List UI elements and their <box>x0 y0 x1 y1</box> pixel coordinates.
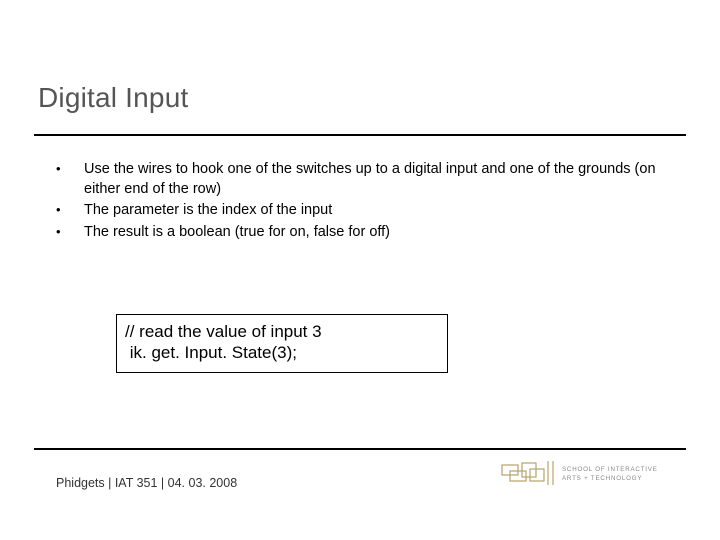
bullet-icon: • <box>56 160 84 178</box>
code-line: // read the value of input 3 <box>125 321 439 342</box>
bullet-text: Use the wires to hook one of the switche… <box>84 160 664 199</box>
code-line: ik. get. Input. State(3); <box>125 342 439 363</box>
bullet-text: The parameter is the index of the input <box>84 201 664 221</box>
logo-text-line1: SCHOOL OF INTERACTIVE <box>562 466 658 473</box>
slide: Digital Input • Use the wires to hook on… <box>0 0 720 540</box>
title-area: Digital Input <box>0 0 720 124</box>
bullet-text: The result is a boolean (true for on, fa… <box>84 223 664 243</box>
footer-divider <box>34 448 686 450</box>
bullet-icon: • <box>56 223 84 241</box>
code-box: // read the value of input 3 ik. get. In… <box>116 314 448 373</box>
footer-text: Phidgets | IAT 351 | 04. 03. 2008 <box>56 476 237 490</box>
logo-text-line2: ARTS + TECHNOLOGY <box>562 475 642 482</box>
bullet-list: • Use the wires to hook one of the switc… <box>0 136 720 242</box>
list-item: • The result is a boolean (true for on, … <box>56 223 664 243</box>
list-item: • Use the wires to hook one of the switc… <box>56 160 664 199</box>
siat-logo: SCHOOL OF INTERACTIVE ARTS + TECHNOLOGY <box>500 459 680 489</box>
slide-title: Digital Input <box>38 82 682 114</box>
list-item: • The parameter is the index of the inpu… <box>56 201 664 221</box>
bullet-icon: • <box>56 201 84 219</box>
